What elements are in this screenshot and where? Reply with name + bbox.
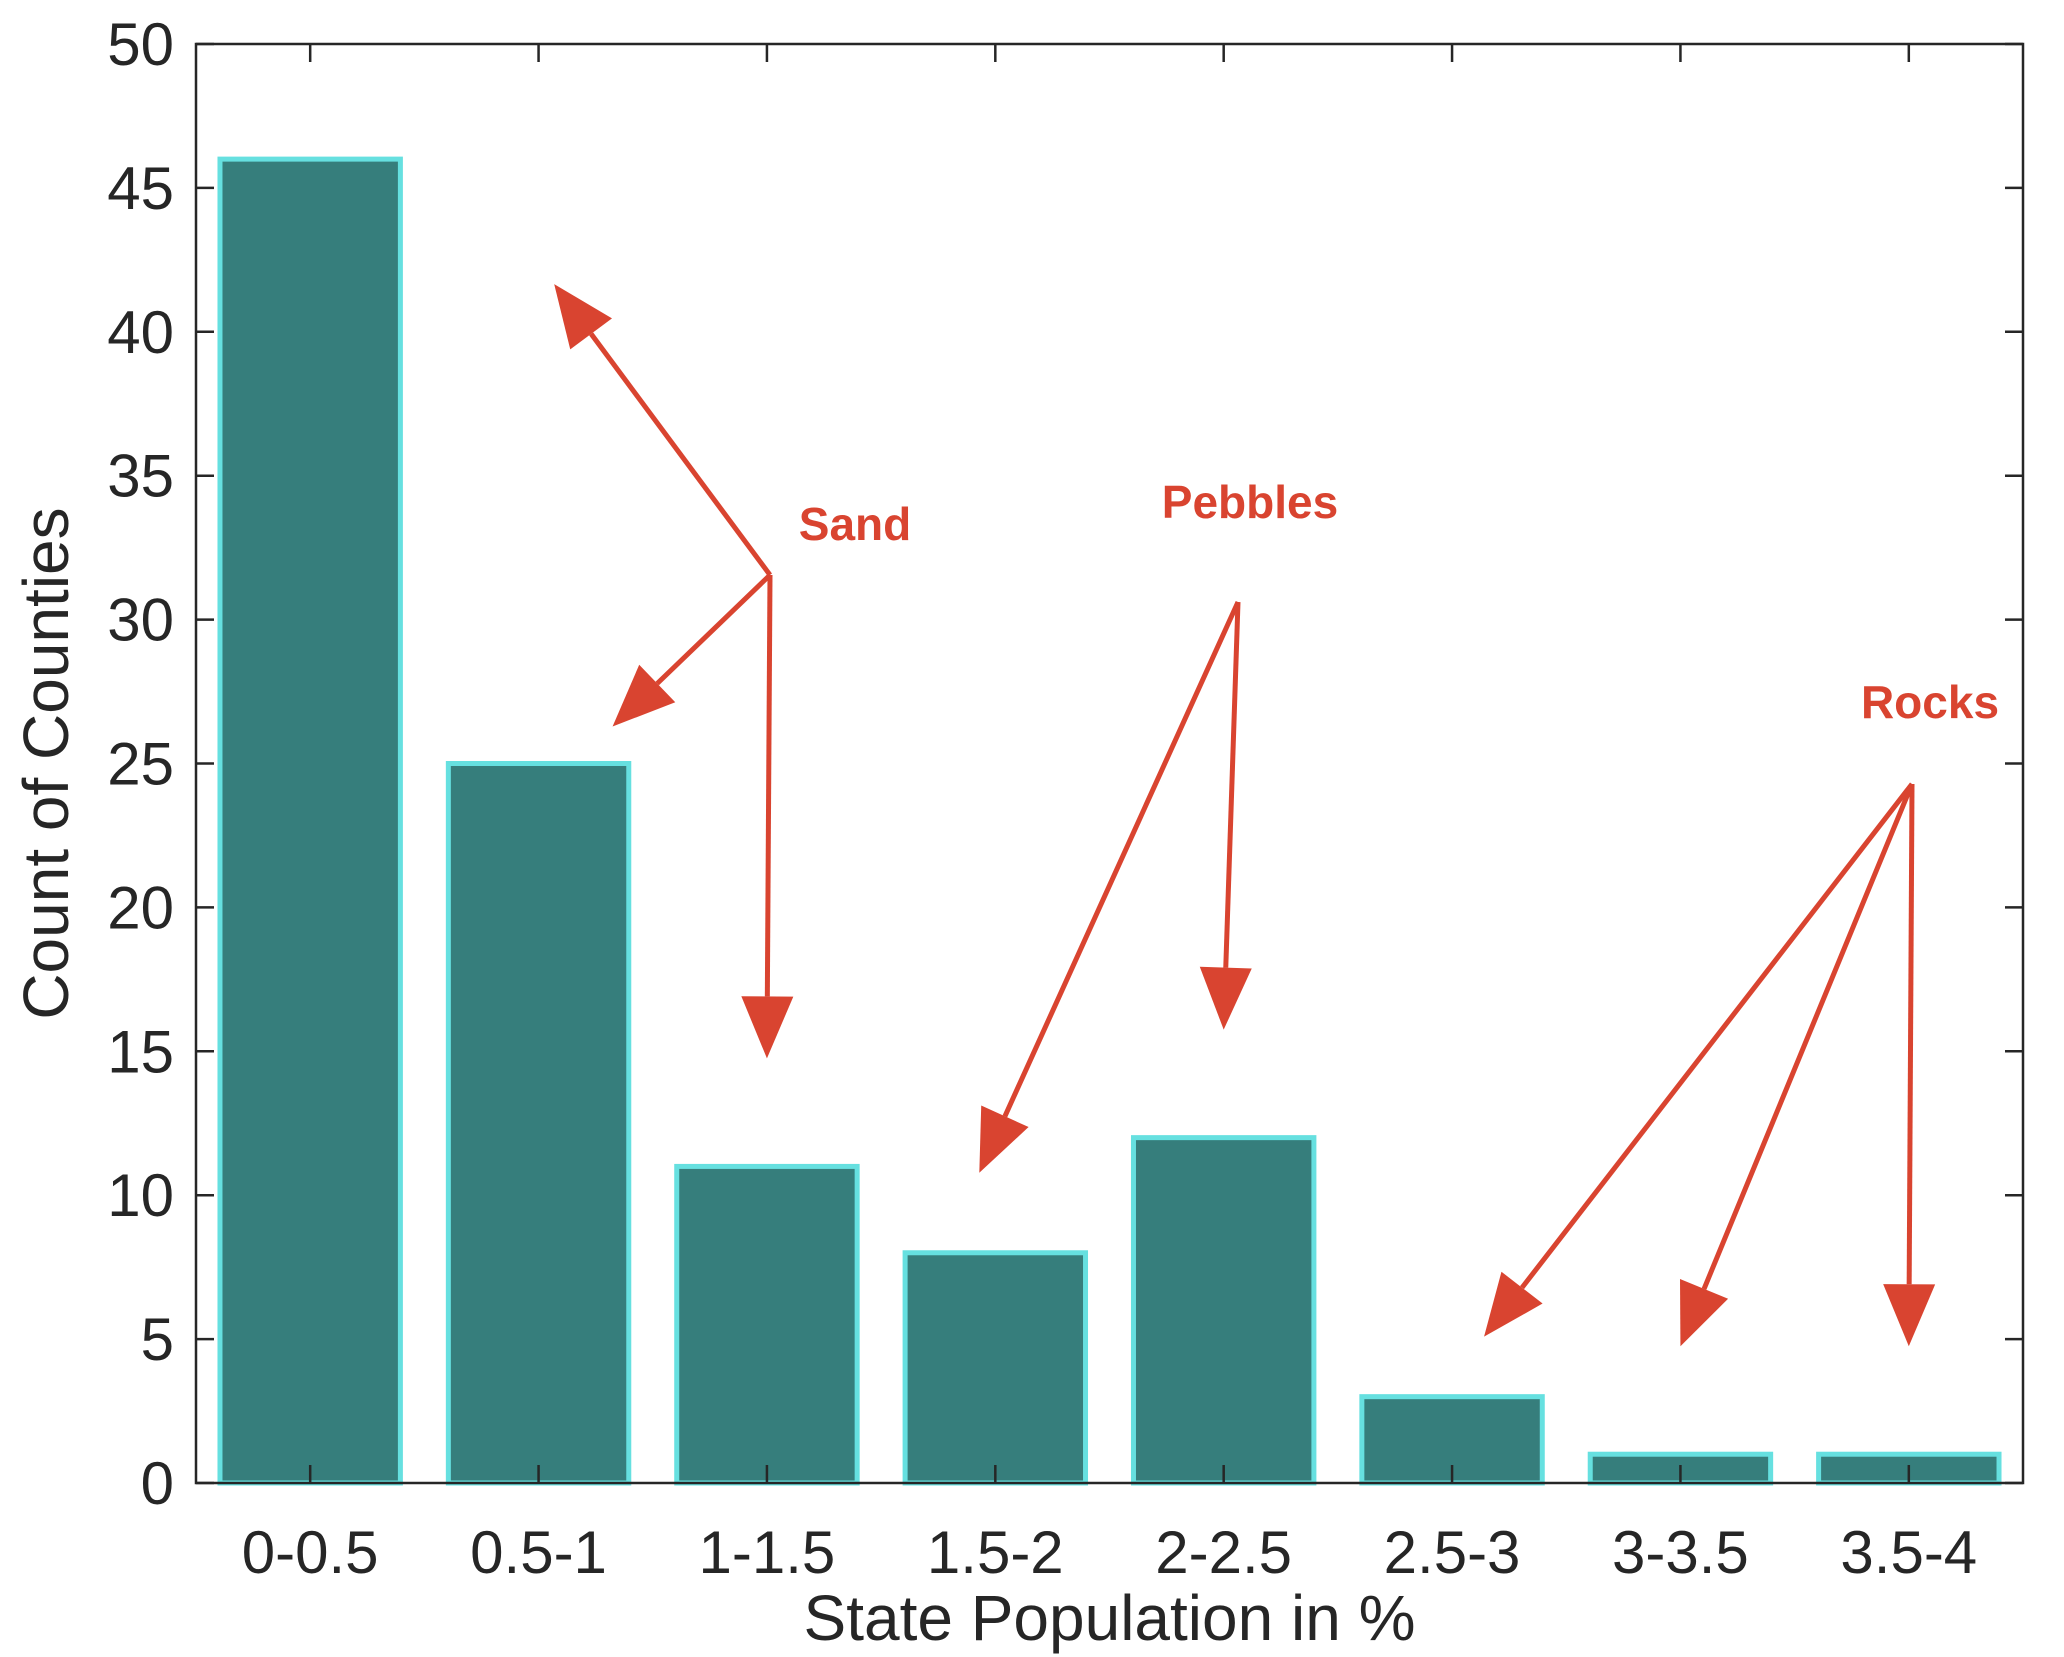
x-tick-label-2-5-3: 2.5-3 — [1384, 1519, 1521, 1586]
x-tick-label-1-5-2: 1.5-2 — [927, 1519, 1064, 1586]
annotation-pebbles-arrow-1-5-2-shaft — [1002, 600, 1241, 1118]
annotation-sand-arrow-0-5-1-shaft — [655, 573, 772, 686]
annotation-sand-arrow-1-1-5-head — [741, 996, 794, 1059]
ticks-layer: 0 5 10 15 20 25 30 35 40 45 50 0-0.5 0.5-1 1-1.5 1.5-2… — [107, 11, 2023, 1586]
bars-layer — [217, 156, 2002, 1486]
y-tick-label-5: 5 — [141, 1306, 174, 1373]
annotation-rocks-arrow-2-5-3-head — [1484, 1271, 1543, 1337]
y-tick-label-50: 50 — [107, 11, 174, 78]
y-tick-label-45: 45 — [107, 155, 174, 222]
y-tick-label-10: 10 — [107, 1162, 174, 1229]
annotation-pebbles-label: Pebbles — [1162, 476, 1338, 528]
bar-1-5-2 — [902, 1250, 1089, 1486]
y-tick-label-15: 15 — [107, 1018, 174, 1085]
annotation-sand-arrow-1-1-5-shaft — [764, 574, 773, 997]
annotation-rocks-arrow-2-5-3-shaft — [1520, 782, 1914, 1290]
y-axis-title: Count of Counties — [10, 507, 82, 1019]
bar-1-1-5 — [674, 1163, 860, 1486]
annotations-layer: Sand Pebbles Rocks — [554, 284, 1999, 1347]
x-tick-label-0-5-1: 0.5-1 — [470, 1519, 607, 1586]
y-tick-label-30: 30 — [107, 587, 174, 654]
annotation-rocks-arrow-3-3-5-shaft — [1701, 783, 1915, 1290]
bar-2-2-5 — [1130, 1135, 1317, 1486]
y-tick-label-20: 20 — [107, 874, 174, 941]
y-tick-label-35: 35 — [107, 443, 174, 510]
x-tick-label-3-3-5: 3-3.5 — [1612, 1519, 1749, 1586]
annotation-rocks-arrow-3-5-4-shaft — [1906, 783, 1915, 1285]
x-tick-label-0-0-5: 0-0.5 — [242, 1519, 379, 1586]
x-tick-label-2-2-5: 2-2.5 — [1155, 1519, 1292, 1586]
annotation-pebbles-arrow-2-2-5-head — [1199, 966, 1252, 1030]
x-tick-label-1-1-5: 1-1.5 — [699, 1519, 836, 1586]
annotation-pebbles-arrow-2-2-5-shaft — [1223, 601, 1241, 968]
y-tick-label-40: 40 — [107, 299, 174, 366]
annotation-sand-arrow-0-0-5-head — [554, 284, 613, 350]
annotation-sand-arrow-0-5-1-head — [612, 664, 676, 727]
x-axis-title: State Population in % — [804, 1582, 1416, 1654]
y-tick-label-25: 25 — [107, 731, 174, 798]
annotation-sand-label: Sand — [799, 498, 911, 550]
annotation-pebbles-arrow-1-5-2-head — [979, 1105, 1029, 1173]
y-tick-label-0: 0 — [141, 1450, 174, 1517]
annotation-rocks-arrow-3-3-5-head — [1680, 1278, 1729, 1347]
x-tick-label-3-5-4: 3.5-4 — [1840, 1519, 1977, 1586]
annotation-rocks-arrow-3-5-4-head — [1883, 1284, 1936, 1347]
bar-0-5-1 — [445, 761, 632, 1486]
bar-0-0-5 — [217, 156, 403, 1486]
annotation-rocks-label: Rocks — [1861, 676, 1999, 728]
annotation-sand-arrow-0-0-5-shaft — [589, 332, 773, 577]
